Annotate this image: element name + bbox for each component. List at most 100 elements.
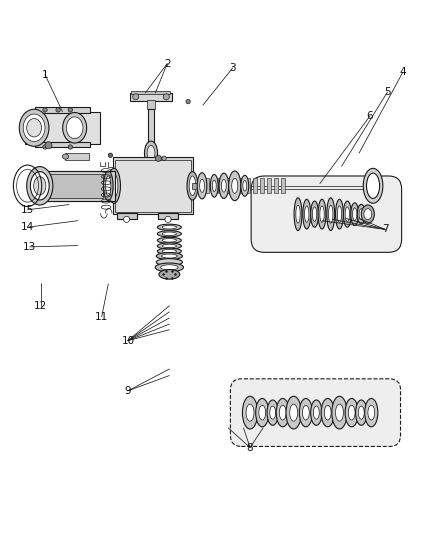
Ellipse shape <box>266 400 278 425</box>
Ellipse shape <box>162 249 176 253</box>
Ellipse shape <box>258 405 265 420</box>
Ellipse shape <box>156 259 182 265</box>
Bar <box>246 179 250 193</box>
Ellipse shape <box>162 239 176 242</box>
Circle shape <box>43 145 47 149</box>
Ellipse shape <box>310 201 318 227</box>
Ellipse shape <box>23 114 45 142</box>
Text: 8: 8 <box>246 442 253 453</box>
Bar <box>273 179 278 193</box>
Bar <box>225 179 229 193</box>
Ellipse shape <box>299 399 312 427</box>
Ellipse shape <box>302 199 310 229</box>
Ellipse shape <box>157 224 181 230</box>
Ellipse shape <box>321 399 333 427</box>
Ellipse shape <box>161 254 177 258</box>
Ellipse shape <box>199 179 204 192</box>
Ellipse shape <box>344 399 357 427</box>
Text: 1: 1 <box>42 70 48 79</box>
Bar <box>232 179 236 193</box>
Ellipse shape <box>157 231 181 237</box>
Bar <box>64 153 88 160</box>
Ellipse shape <box>367 405 374 420</box>
Text: 10: 10 <box>121 336 134 346</box>
Bar <box>25 111 99 144</box>
Bar <box>218 179 222 193</box>
Ellipse shape <box>293 198 301 230</box>
FancyBboxPatch shape <box>230 379 399 447</box>
Ellipse shape <box>357 406 364 419</box>
Ellipse shape <box>157 237 181 244</box>
Ellipse shape <box>231 179 237 193</box>
Circle shape <box>155 155 161 161</box>
Bar <box>113 157 193 214</box>
Ellipse shape <box>335 199 343 229</box>
Ellipse shape <box>110 174 117 198</box>
Ellipse shape <box>212 180 216 191</box>
Circle shape <box>108 153 113 157</box>
Ellipse shape <box>210 174 218 197</box>
Ellipse shape <box>319 206 323 222</box>
Circle shape <box>68 145 72 149</box>
Ellipse shape <box>286 396 300 429</box>
Ellipse shape <box>269 406 275 419</box>
Bar <box>130 93 171 101</box>
Ellipse shape <box>326 198 334 230</box>
Ellipse shape <box>147 146 155 161</box>
Circle shape <box>132 94 138 100</box>
Ellipse shape <box>159 270 180 279</box>
Circle shape <box>162 156 166 160</box>
Ellipse shape <box>344 207 349 221</box>
Ellipse shape <box>103 171 113 200</box>
Ellipse shape <box>279 405 286 420</box>
Ellipse shape <box>62 154 68 159</box>
Bar <box>239 179 243 193</box>
Ellipse shape <box>318 199 325 229</box>
Text: 15: 15 <box>21 205 34 215</box>
Ellipse shape <box>331 396 346 429</box>
Bar <box>211 179 215 193</box>
Ellipse shape <box>155 263 183 272</box>
Ellipse shape <box>313 406 318 419</box>
Circle shape <box>45 142 52 149</box>
Text: 7: 7 <box>381 224 388 235</box>
Ellipse shape <box>189 176 195 196</box>
Circle shape <box>43 108 47 112</box>
Ellipse shape <box>27 119 42 137</box>
Bar <box>131 91 170 94</box>
Bar <box>204 179 208 193</box>
Ellipse shape <box>162 225 176 229</box>
Bar <box>259 179 264 193</box>
Circle shape <box>68 108 72 112</box>
Text: 9: 9 <box>124 386 131 396</box>
Ellipse shape <box>66 117 83 139</box>
Ellipse shape <box>366 173 379 198</box>
Bar <box>115 159 191 212</box>
Ellipse shape <box>228 171 240 200</box>
Bar <box>35 107 90 113</box>
Ellipse shape <box>347 405 354 420</box>
Ellipse shape <box>328 205 332 223</box>
Ellipse shape <box>197 173 206 199</box>
Ellipse shape <box>106 176 111 196</box>
Bar <box>266 179 271 193</box>
Ellipse shape <box>364 399 377 427</box>
Ellipse shape <box>157 243 181 249</box>
Ellipse shape <box>162 244 176 248</box>
Text: 5: 5 <box>383 87 390 97</box>
FancyBboxPatch shape <box>251 176 401 252</box>
Ellipse shape <box>27 167 53 205</box>
Circle shape <box>56 108 60 112</box>
Ellipse shape <box>160 265 178 270</box>
Ellipse shape <box>335 404 343 421</box>
Ellipse shape <box>240 175 248 196</box>
Ellipse shape <box>187 172 198 200</box>
Ellipse shape <box>34 176 46 195</box>
Ellipse shape <box>357 204 364 224</box>
Ellipse shape <box>336 206 341 222</box>
Ellipse shape <box>276 399 289 427</box>
Circle shape <box>185 100 190 104</box>
Circle shape <box>163 94 169 100</box>
Ellipse shape <box>360 205 374 223</box>
Ellipse shape <box>352 208 356 220</box>
